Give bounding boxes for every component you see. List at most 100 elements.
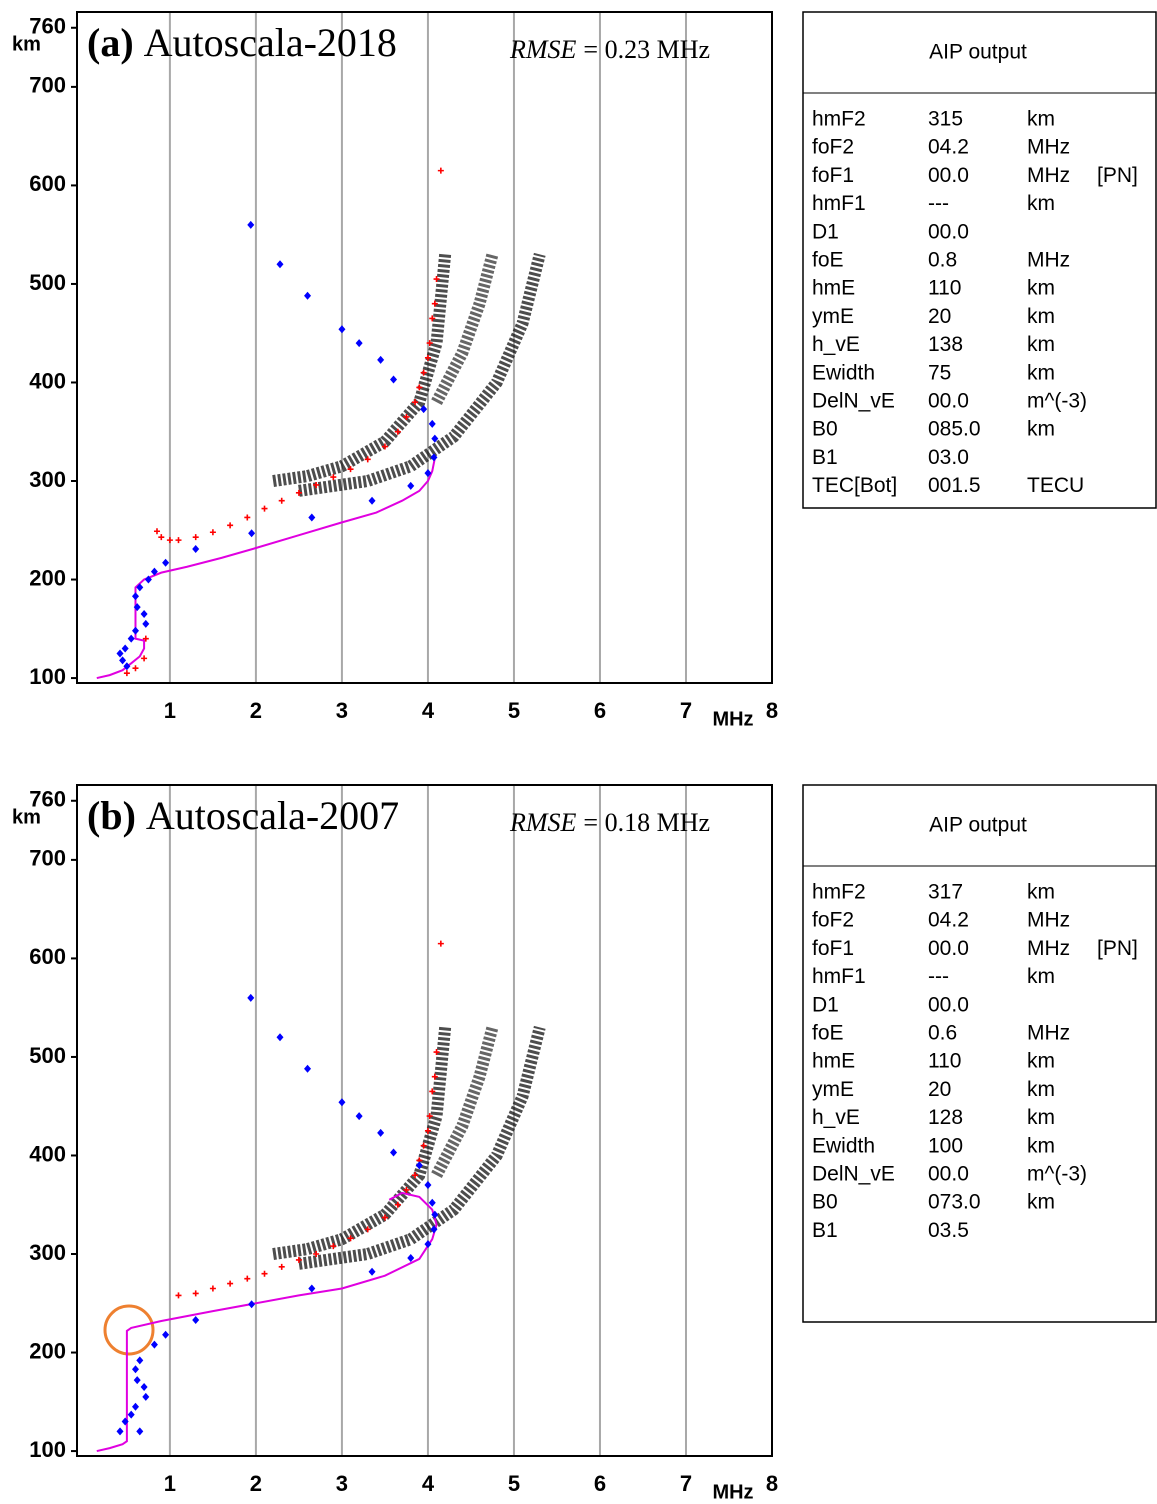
table-cell: hmE <box>812 277 855 300</box>
point <box>278 497 285 504</box>
point <box>244 1275 251 1282</box>
y-tick-label: 700 <box>29 846 66 871</box>
table-cell: 128 <box>928 1106 963 1129</box>
table-cell: ymE <box>812 1078 854 1101</box>
table-cell: h_vE <box>812 1106 860 1129</box>
table-cell: h_vE <box>812 333 860 356</box>
y-tick-label: 200 <box>29 565 66 590</box>
table-cell: km <box>1027 1134 1055 1157</box>
table-cell: km <box>1027 1106 1055 1129</box>
y-tick-label: 300 <box>29 1240 66 1265</box>
point <box>162 1330 170 1339</box>
table-cell: 20 <box>928 1078 951 1101</box>
y-tick-label: 760 <box>29 14 66 39</box>
point <box>136 1427 144 1436</box>
table-cell: 03.0 <box>928 446 969 469</box>
point <box>430 1225 438 1234</box>
point <box>121 644 129 653</box>
table-cell: hmF2 <box>812 881 866 904</box>
point <box>295 1256 302 1263</box>
y-axis-label: km <box>12 806 41 828</box>
point <box>192 544 200 553</box>
x-tick-label: 7 <box>680 1471 692 1496</box>
point <box>276 1033 284 1042</box>
point <box>162 558 170 567</box>
y-tick-label: 700 <box>29 73 66 98</box>
y-tick-label: 400 <box>29 1141 66 1166</box>
point <box>131 592 139 601</box>
point <box>428 1198 436 1207</box>
y-tick-label: 500 <box>29 1043 66 1068</box>
table-cell: MHz <box>1027 164 1070 187</box>
point <box>209 529 216 536</box>
table-cell: ymE <box>812 305 854 328</box>
y-tick-label: 760 <box>29 787 66 812</box>
point <box>192 1316 200 1325</box>
table-cell: km <box>1027 305 1055 328</box>
point <box>131 1365 139 1374</box>
point <box>244 514 251 521</box>
point <box>407 481 415 490</box>
y-tick-label: 600 <box>29 944 66 969</box>
table-cell: 317 <box>928 881 963 904</box>
echo-trace <box>272 1026 452 1260</box>
table-cell: km <box>1027 1078 1055 1101</box>
plot-frame <box>76 11 773 684</box>
point <box>276 260 284 269</box>
table-cell: km <box>1027 108 1055 131</box>
table-cell: B1 <box>812 1219 838 1242</box>
point <box>403 1186 410 1193</box>
point <box>429 315 436 322</box>
chart-title: (b) Autoscala-2007 <box>87 793 399 838</box>
point <box>431 1210 439 1219</box>
table-cell: D1 <box>812 993 839 1016</box>
point <box>132 665 139 672</box>
point <box>261 505 268 512</box>
point <box>140 1383 148 1392</box>
point <box>133 603 141 612</box>
table-cell: km <box>1027 361 1055 384</box>
table-cell: 00.0 <box>928 993 969 1016</box>
point <box>424 354 431 361</box>
y-tick-label: 600 <box>29 171 66 196</box>
point <box>133 1376 141 1385</box>
point <box>166 537 173 544</box>
table-cell: km <box>1027 1050 1055 1073</box>
table-cell: m^(-3) <box>1027 390 1087 413</box>
point <box>116 649 124 658</box>
table-title: AIP output <box>929 41 1027 64</box>
point <box>248 1300 256 1309</box>
point <box>416 384 423 391</box>
table-cell: B0 <box>812 418 838 441</box>
point <box>116 1427 124 1436</box>
point <box>426 1113 433 1120</box>
point <box>424 1181 432 1190</box>
table-cell: 00.0 <box>928 220 969 243</box>
table-cell: foF2 <box>812 136 854 159</box>
point <box>412 1172 419 1179</box>
point <box>127 634 135 643</box>
point <box>123 662 131 671</box>
point <box>390 1148 398 1157</box>
table-cell: B0 <box>812 1191 838 1214</box>
point <box>308 1284 316 1293</box>
point <box>121 1417 129 1426</box>
point <box>192 1290 199 1297</box>
point <box>136 1356 144 1365</box>
table-cell: hmF1 <box>812 192 866 215</box>
point <box>377 1128 385 1137</box>
table-cell: B1 <box>812 446 838 469</box>
table-cell: MHz <box>1027 909 1070 932</box>
y-tick-label: 500 <box>29 270 66 295</box>
point <box>431 300 438 307</box>
point <box>368 1267 376 1276</box>
x-tick-label: 1 <box>164 698 176 723</box>
point <box>437 940 444 947</box>
table-cell: 00.0 <box>928 937 969 960</box>
point <box>313 481 320 488</box>
echo-trace <box>272 253 452 487</box>
table-cell: 110 <box>928 277 961 300</box>
x-tick-label: 2 <box>250 1471 262 1496</box>
table-cell: 001.5 <box>928 474 981 497</box>
